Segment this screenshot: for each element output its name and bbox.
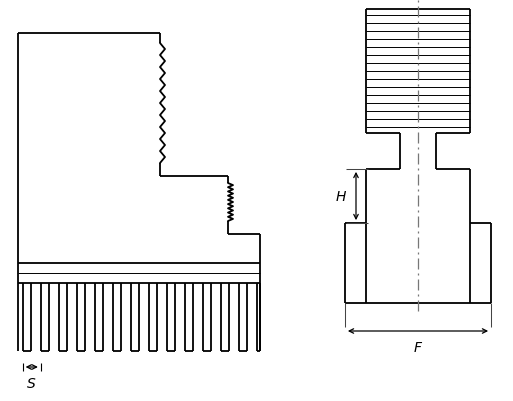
Text: F: F [414, 340, 422, 354]
Text: S: S [27, 376, 36, 390]
Text: H: H [336, 190, 346, 203]
